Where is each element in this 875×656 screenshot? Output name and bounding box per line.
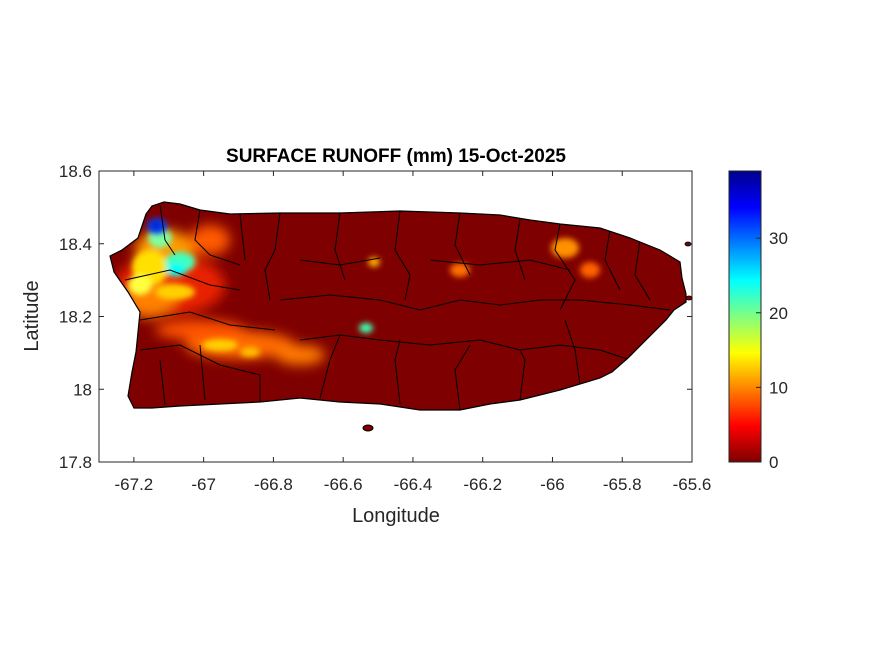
x-tick-label: -66 [540, 475, 565, 494]
colorbar: 0 10 20 30 [728, 170, 788, 472]
western-runoff-detail [128, 228, 600, 357]
x-axis-label: Longitude [352, 505, 440, 527]
colorbar-ticks: 0 10 20 30 [756, 229, 788, 472]
x-tick-label: -67.2 [115, 475, 154, 494]
runoff-field [115, 218, 600, 365]
x-axis: -67.2 -67 -66.8 -66.6 -66.4 -66.2 -66 -65.8 -65.… [115, 171, 712, 494]
x-tick-label: -66.6 [324, 475, 363, 494]
y-axis-label: Latitude [21, 280, 43, 351]
x-tick-label: -67 [191, 475, 216, 494]
y-tick-label: 18 [73, 380, 92, 399]
y-tick-label: 17.8 [59, 453, 92, 472]
colorbar-tick-label: 30 [769, 229, 788, 248]
y-tick-label: 18.6 [59, 162, 92, 181]
y-tick-label: 18.4 [59, 235, 92, 254]
x-tick-label: -65.6 [673, 475, 712, 494]
islet-east [685, 295, 693, 301]
colorbar-tick-label: 10 [769, 378, 788, 397]
municipal-boundaries [124, 204, 671, 410]
x-tick-label: -66.4 [394, 475, 433, 494]
y-tick-label: 18.2 [59, 308, 92, 327]
colorbar-tick-label: 0 [769, 453, 778, 472]
runoff-map [109, 201, 693, 432]
map-title: SURFACE RUNOFF (mm) 15-Oct-2025 [226, 146, 566, 167]
y-axis: 17.8 18 18.2 18.4 18.6 [59, 162, 692, 472]
x-tick-label: -66.8 [254, 475, 293, 494]
x-tick-label: -66.2 [463, 475, 502, 494]
colorbar-gradient [728, 170, 762, 463]
x-tick-label: -65.8 [603, 475, 642, 494]
islet-caja-de-muertos [362, 424, 374, 432]
colorbar-tick-label: 20 [769, 304, 788, 323]
